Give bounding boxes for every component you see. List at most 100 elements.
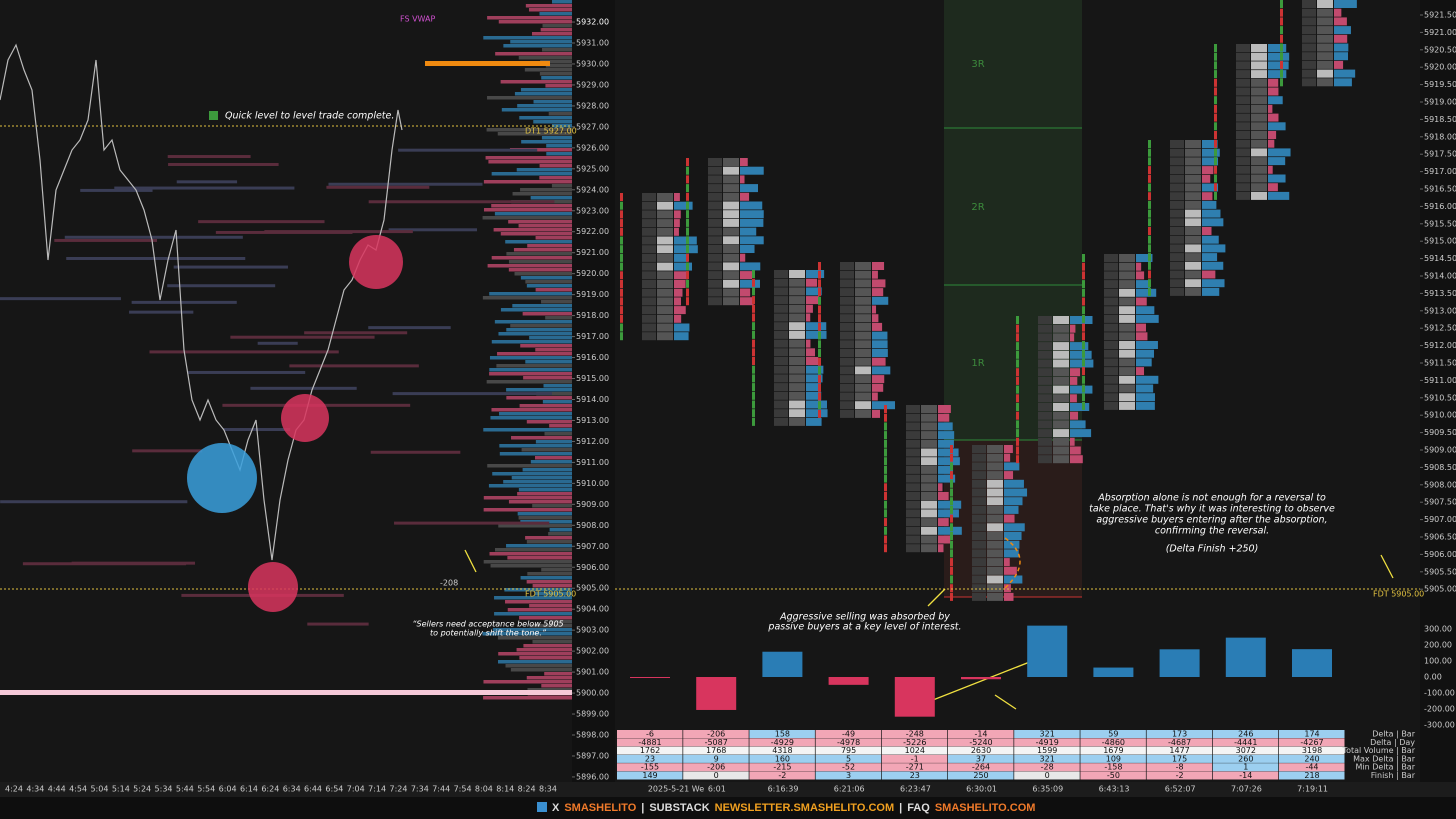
profile-bar bbox=[548, 532, 572, 536]
profile-bar bbox=[506, 396, 572, 400]
note: (Delta Finish +250) bbox=[1166, 544, 1259, 555]
footprint-edge bbox=[620, 201, 623, 210]
time-label: 7:24 bbox=[389, 785, 407, 794]
footprint-cell bbox=[921, 422, 937, 431]
order-band bbox=[392, 392, 553, 396]
footprint-cell bbox=[1119, 341, 1135, 349]
footprint-edge bbox=[1214, 52, 1217, 61]
price-label: 5907.00 bbox=[1424, 515, 1456, 524]
footprint-profile bbox=[1070, 455, 1083, 464]
footprint-cell bbox=[789, 348, 805, 357]
footprint-cell bbox=[1053, 342, 1069, 351]
price-label: 5906.00 bbox=[1424, 550, 1456, 559]
footprint-profile bbox=[1070, 403, 1090, 411]
profile-bar bbox=[500, 232, 572, 236]
footprint-edge bbox=[686, 227, 689, 236]
footprint-cell bbox=[708, 166, 722, 175]
profile-bar bbox=[486, 380, 572, 384]
footprint-profile bbox=[1334, 0, 1357, 8]
footprint-cell bbox=[1170, 140, 1184, 148]
footprint-cell bbox=[906, 535, 920, 544]
footprint-profile bbox=[938, 457, 960, 466]
footprint-edge bbox=[1214, 122, 1217, 131]
footprint-cell bbox=[1119, 367, 1135, 376]
footprint-edge bbox=[884, 492, 887, 500]
footprint-cell bbox=[723, 218, 739, 227]
profile-bar bbox=[545, 84, 572, 88]
profile-bar bbox=[527, 572, 572, 576]
footprint-profile bbox=[674, 280, 686, 288]
footprint-cell bbox=[1170, 235, 1184, 244]
footprint-edge bbox=[950, 514, 953, 523]
footprint-profile bbox=[938, 413, 950, 422]
footprint-edge bbox=[1148, 227, 1151, 235]
footprint-cell bbox=[906, 413, 920, 422]
profile-bar bbox=[549, 424, 572, 428]
order-band bbox=[326, 185, 430, 189]
profile-bar bbox=[491, 256, 572, 260]
profile-bar bbox=[500, 308, 572, 312]
table-value: 1 bbox=[1243, 763, 1248, 772]
footprint-profile bbox=[806, 322, 827, 331]
footprint-edge bbox=[1016, 455, 1019, 464]
price-label: 5900.00 bbox=[576, 689, 609, 698]
table-cell bbox=[881, 746, 948, 755]
footprint-cell bbox=[1170, 166, 1184, 175]
profile-bar bbox=[527, 688, 572, 692]
footprint-cell bbox=[789, 287, 805, 296]
footprint-edge bbox=[1082, 367, 1085, 376]
footprint-cell bbox=[1185, 235, 1201, 244]
seller-circle bbox=[248, 562, 298, 612]
annotation: Quick level to level trade complete. bbox=[225, 111, 394, 122]
row-label: Finish | Bar bbox=[1371, 771, 1416, 780]
footprint-cell bbox=[1170, 200, 1184, 209]
footprint-profile bbox=[872, 401, 896, 410]
footprint-profile bbox=[1268, 139, 1275, 148]
footprint-cell bbox=[1251, 87, 1267, 96]
footprint-edge bbox=[1016, 376, 1019, 385]
footprint-cell bbox=[972, 479, 986, 488]
time-label: 8:04 bbox=[475, 785, 493, 794]
footprint-edge bbox=[1016, 429, 1019, 438]
price-label: 5910.00 bbox=[1424, 411, 1456, 420]
footprint-cell bbox=[723, 192, 739, 201]
footprint-edge bbox=[1148, 200, 1151, 209]
footprint-profile bbox=[806, 270, 825, 278]
footprint-cell bbox=[708, 271, 722, 280]
footprint-cell bbox=[708, 210, 722, 219]
footprint-cell bbox=[1170, 183, 1184, 192]
footprint-cell bbox=[708, 288, 722, 297]
footprint-profile bbox=[872, 296, 889, 305]
footprint-profile bbox=[1268, 122, 1286, 131]
footprint-profile bbox=[674, 314, 682, 323]
footprint-edge bbox=[884, 465, 887, 474]
profile-bar bbox=[516, 168, 572, 172]
profile-bar bbox=[517, 104, 572, 108]
order-band bbox=[167, 284, 276, 288]
footprint-cell bbox=[723, 262, 739, 271]
footprint-cell bbox=[1185, 200, 1201, 209]
table-cell bbox=[1279, 763, 1345, 772]
table-cell bbox=[749, 754, 815, 763]
footprint-edge bbox=[1016, 359, 1019, 368]
price-label: 5921.00 bbox=[1424, 28, 1456, 37]
table-value: 173 bbox=[1172, 730, 1187, 739]
profile-bar bbox=[508, 500, 572, 504]
footprint-cell bbox=[1038, 429, 1052, 438]
footprint-profile bbox=[1268, 191, 1290, 200]
footprint-profile bbox=[674, 227, 679, 236]
profile-bar bbox=[519, 656, 572, 660]
footprint-cell bbox=[774, 391, 788, 400]
time-label: 6:52:07 bbox=[1165, 785, 1196, 794]
profile-bar bbox=[511, 476, 572, 480]
profile-bar bbox=[494, 596, 572, 600]
footprint-cell bbox=[642, 306, 656, 315]
level-bar bbox=[425, 61, 550, 66]
footprint-cell bbox=[642, 236, 656, 245]
footprint-cell bbox=[1302, 8, 1316, 17]
footprint-edge bbox=[620, 314, 623, 323]
footprint-cell bbox=[855, 270, 871, 279]
footprint-profile bbox=[674, 210, 681, 219]
table-cell bbox=[1014, 754, 1080, 763]
footprint-edge bbox=[950, 479, 953, 488]
